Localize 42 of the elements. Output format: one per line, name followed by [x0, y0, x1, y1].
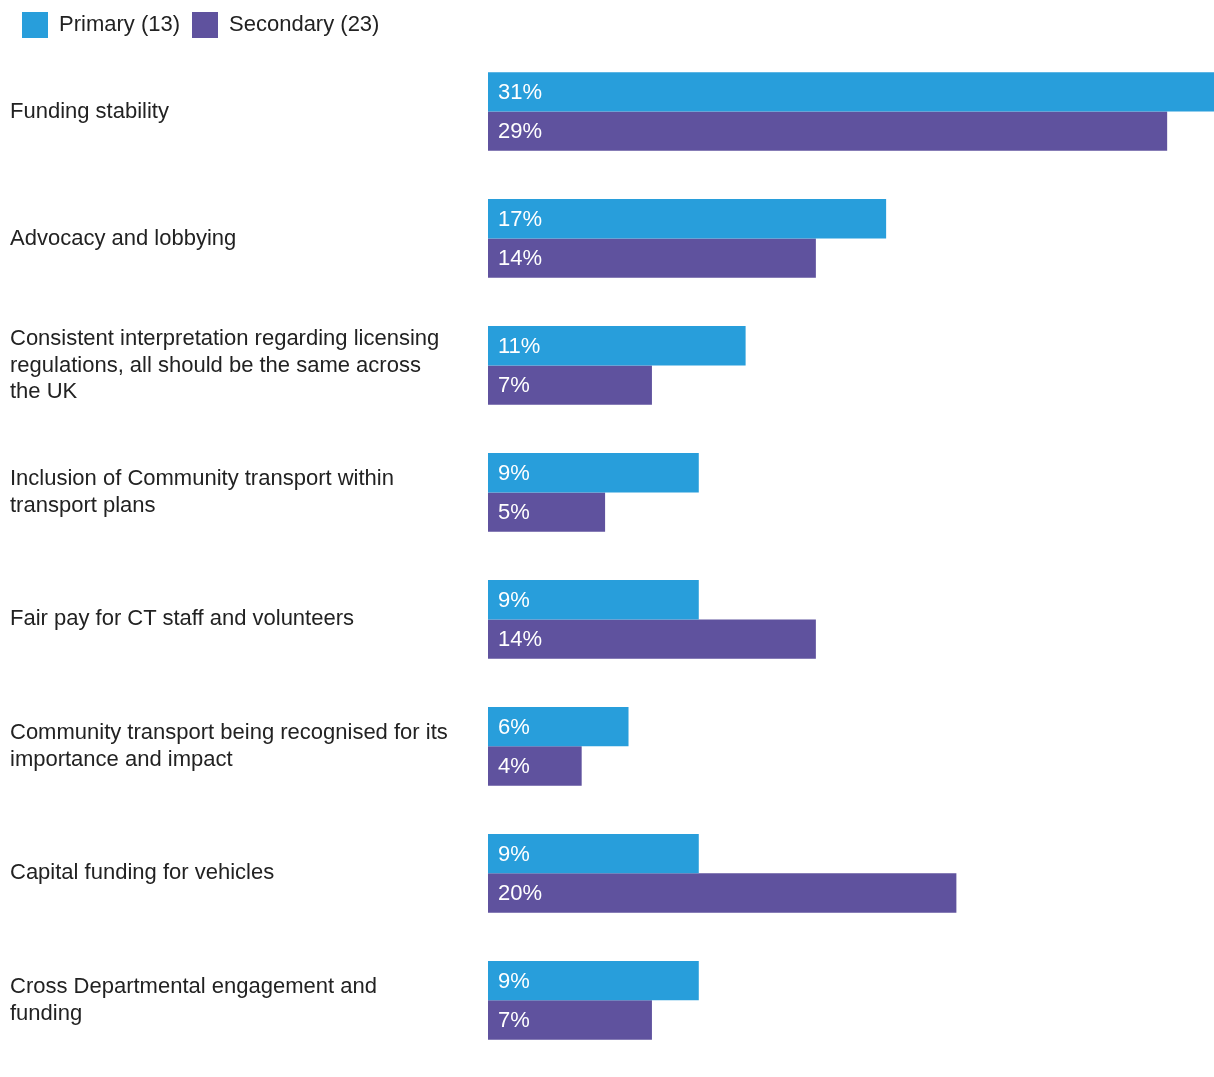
data-label: 9%: [498, 840, 530, 866]
bar: [488, 833, 699, 874]
legend-label: Primary (13): [59, 11, 181, 37]
data-label: 14%: [498, 626, 543, 652]
bar: [488, 580, 699, 620]
y-tick-label: Consistent interpretation regarding licensing regulations, all should be the same across the UK: [10, 325, 440, 403]
data-label: 14%: [498, 245, 543, 271]
data-label: 6%: [498, 713, 530, 739]
y-tick-label: Fair pay for CT staff and volunteers: [10, 605, 355, 631]
data-label: 4%: [498, 753, 530, 779]
y-tick-label: Capital funding for vehicles: [10, 859, 275, 885]
data-label: 11%: [498, 332, 541, 358]
bar: [488, 619, 816, 659]
bar: [488, 960, 699, 1001]
bar: [488, 492, 606, 532]
data-label: 17%: [498, 205, 543, 231]
bar: [488, 326, 746, 366]
bar: [488, 707, 629, 747]
data-label: 31%: [498, 78, 543, 104]
data-label: 7%: [498, 1007, 530, 1033]
legend-label: Secondary (23): [229, 11, 380, 37]
y-tick-label: Community transport being recognised for its importance and impact: [10, 719, 448, 771]
bar: [488, 199, 887, 239]
y-tick-label: Cross Departmental engagement and funding: [10, 973, 377, 1025]
data-label: 20%: [498, 880, 543, 906]
y-tick-label: Inclusion of Community transport within transport plans: [10, 465, 394, 517]
data-label: 7%: [498, 372, 530, 398]
y-tick-label: Advocacy and lobbying: [10, 224, 237, 250]
bar: [488, 72, 1214, 112]
data-label: 5%: [498, 499, 530, 525]
bar: [488, 111, 1168, 151]
bar: [488, 746, 582, 786]
bar: [488, 365, 652, 405]
data-label: 9%: [498, 967, 530, 993]
bar: [488, 873, 957, 913]
data-label: 29%: [498, 118, 543, 144]
data-label: 9%: [498, 459, 530, 485]
bar: [488, 238, 816, 278]
data-label: 9%: [498, 586, 530, 612]
bar: [488, 453, 699, 493]
y-tick-label: Funding stability: [10, 97, 169, 123]
bar: [488, 1000, 652, 1040]
